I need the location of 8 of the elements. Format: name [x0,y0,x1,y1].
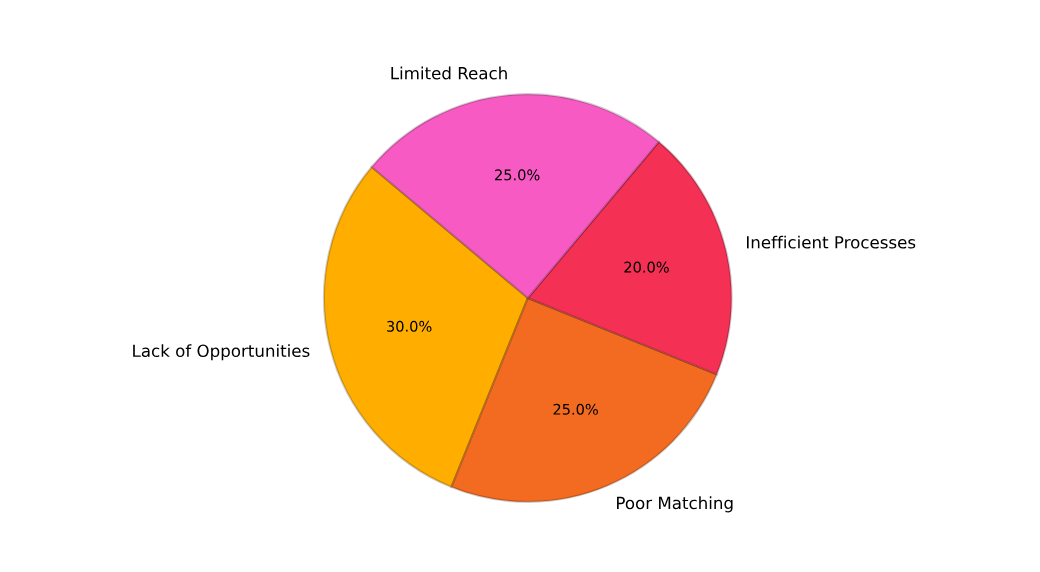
data-label: 30.0% [387,320,432,332]
data-label: 25.0% [495,169,540,181]
slice-label: Poor Matching [617,496,733,513]
data-label: 20.0% [624,261,669,273]
slice-label: Lack of Opportunities [133,344,310,361]
data-label: 25.0% [553,403,598,415]
slice-label: Inefficient Processes [747,235,916,249]
slice-label: Limited Reach [391,66,507,80]
